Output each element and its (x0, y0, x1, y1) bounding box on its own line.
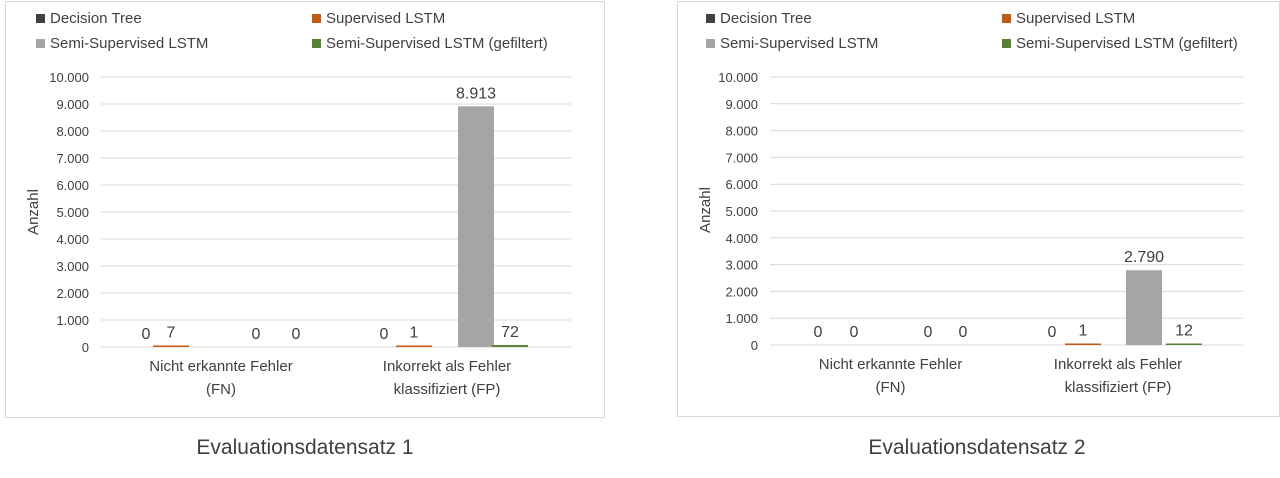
legend-item: Decision Tree (36, 10, 142, 27)
legend-swatch (312, 39, 321, 48)
y-tick-label: 1.000 (56, 313, 89, 328)
legend-label: Supervised LSTM (1016, 10, 1136, 27)
y-tick-label: 10.000 (49, 70, 89, 85)
y-tick-label: 3.000 (56, 259, 89, 274)
bar (458, 106, 494, 347)
y-tick-label: 1.000 (725, 311, 758, 326)
y-tick-label: 3.000 (725, 258, 758, 273)
chart-panel-2: Decision Tree Supervised LSTM Semi-Supervi… (677, 1, 1280, 417)
legend-swatch (1002, 39, 1011, 48)
legend-label: Supervised LSTM (326, 10, 446, 27)
legend-item: Semi-Supervised LSTM (36, 35, 208, 52)
chart-panel-1: Decision Tree Supervised LSTM Semi-Supervi… (5, 1, 605, 418)
bar (1166, 343, 1202, 345)
legend-swatch (1002, 14, 1011, 23)
legend-item: Semi-Supervised LSTM (gefiltert) (1002, 35, 1238, 52)
legend-label: Semi-Supervised LSTM (gefiltert) (326, 35, 548, 52)
y-tick-label: 6.000 (725, 177, 758, 192)
y-tick-label: 0 (751, 338, 758, 353)
data-label: 1 (410, 325, 419, 342)
legend-item: Semi-Supervised LSTM (706, 35, 878, 52)
legend-swatch (312, 14, 321, 23)
x-tick-label: (FN) (876, 379, 906, 396)
legend-item: Semi-Supervised LSTM (gefiltert) (312, 35, 548, 52)
data-label: 0 (850, 324, 859, 341)
y-tick-label: 5.000 (725, 204, 758, 219)
data-label: 0 (142, 326, 151, 343)
data-label: 0 (252, 326, 261, 343)
legend-swatch (706, 14, 715, 23)
data-label: 1 (1079, 323, 1088, 340)
y-tick-label: 0 (82, 340, 89, 355)
legend-label: Semi-Supervised LSTM (50, 35, 209, 52)
data-label: 0 (814, 324, 823, 341)
x-tick-label: Inkorrekt als Fehler (1054, 356, 1182, 373)
y-tick-label: 7.000 (56, 151, 89, 166)
x-tick-label: Nicht erkannte Fehler (819, 356, 962, 373)
legend-label: Semi-Supervised LSTM (gefiltert) (1016, 35, 1238, 52)
y-axis-label: Anzahl (25, 189, 42, 235)
legend-swatch (36, 14, 45, 23)
y-tick-label: 10.000 (718, 70, 758, 85)
data-label: 0 (292, 326, 301, 343)
chart-caption: Evaluationsdatensatz 2 (868, 436, 1086, 459)
data-label: 2.790 (1124, 249, 1164, 266)
legend-item: Decision Tree (706, 10, 812, 27)
legend-label: Semi-Supervised LSTM (720, 35, 879, 52)
data-label: 72 (501, 324, 519, 341)
x-tick-label: Inkorrekt als Fehler (383, 358, 511, 375)
data-label: 0 (924, 324, 933, 341)
data-label: 0 (959, 324, 968, 341)
y-tick-label: 6.000 (56, 178, 89, 193)
legend-label: Decision Tree (50, 10, 142, 27)
bar (396, 345, 432, 347)
x-tick-label: klassifiziert (FP) (1065, 379, 1172, 396)
y-tick-label: 8.000 (56, 124, 89, 139)
y-tick-label: 9.000 (56, 97, 89, 112)
data-label: 7 (167, 325, 176, 342)
y-tick-label: 2.000 (56, 286, 89, 301)
chart-legend: Decision Tree Supervised LSTM Semi-Supervi… (678, 2, 1279, 62)
bar (1065, 343, 1101, 345)
bar (153, 345, 189, 347)
bar-chart-svg: 0 1.000 2.000 3.000 4.000 5.000 6.000 7.000 8.00… (25, 70, 571, 398)
legend-swatch (706, 39, 715, 48)
x-tick-label: Nicht erkannte Fehler (149, 358, 292, 375)
data-label: 0 (380, 326, 389, 343)
legend-item: Supervised LSTM (312, 10, 445, 27)
y-tick-label: 4.000 (56, 232, 89, 247)
bar-chart-svg: 0 1.000 2.000 3.000 4.000 5.000 6.000 7.000 8.00… (697, 70, 1243, 396)
legend-item: Supervised LSTM (1002, 10, 1135, 27)
y-axis-label: Anzahl (697, 187, 714, 233)
y-tick-label: 7.000 (725, 150, 758, 165)
legend-swatch (36, 39, 45, 48)
y-tick-label: 4.000 (725, 231, 758, 246)
data-label: 0 (1048, 324, 1057, 341)
bar (1126, 270, 1162, 345)
y-tick-label: 8.000 (725, 124, 758, 139)
data-label: 12 (1175, 323, 1193, 340)
chart-caption: Evaluationsdatensatz 1 (196, 436, 414, 459)
x-tick-label: (FN) (206, 381, 236, 398)
y-tick-label: 5.000 (56, 205, 89, 220)
legend-label: Decision Tree (720, 10, 812, 27)
x-tick-label: klassifiziert (FP) (394, 381, 501, 398)
chart-legend: Decision Tree Supervised LSTM Semi-Supervi… (6, 2, 604, 62)
bar (492, 345, 528, 347)
y-tick-label: 9.000 (725, 97, 758, 112)
y-tick-label: 2.000 (725, 284, 758, 299)
data-label: 8.913 (456, 85, 496, 102)
